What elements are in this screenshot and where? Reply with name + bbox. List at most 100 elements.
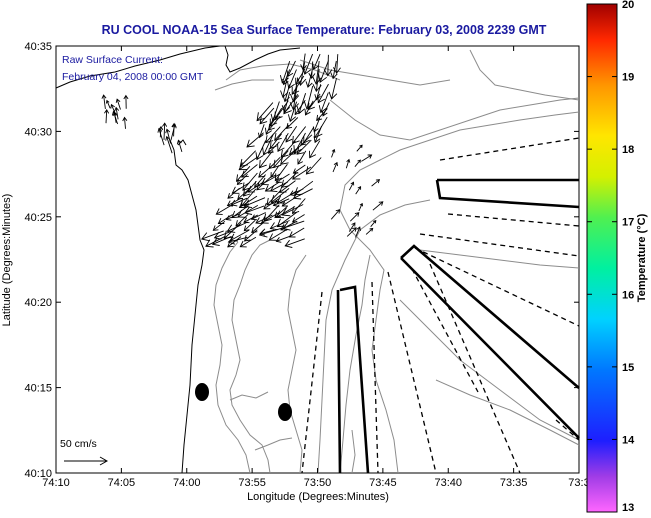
current-vector-head xyxy=(356,226,361,232)
current-vector xyxy=(354,159,361,167)
current-vector-head xyxy=(123,94,129,100)
current-vector-head xyxy=(333,161,338,167)
current-vector xyxy=(355,226,361,238)
current-vector-head xyxy=(294,187,303,196)
current-vector-head xyxy=(243,225,250,232)
current-vector xyxy=(116,99,121,110)
current-vector xyxy=(265,117,275,135)
colorbar-label: Temperature (°C) xyxy=(636,213,648,302)
current-vector-head xyxy=(372,219,377,224)
current-vector xyxy=(294,180,314,196)
current-vector xyxy=(266,189,282,206)
current-vector xyxy=(240,236,257,248)
contour-line xyxy=(213,241,251,474)
current-vector-head xyxy=(274,111,283,121)
current-vector xyxy=(166,129,172,144)
current-vector-head xyxy=(275,177,282,183)
current-vector-head xyxy=(227,192,234,199)
current-vector-head xyxy=(287,114,297,123)
current-vector xyxy=(286,117,299,129)
current-vector-head xyxy=(359,144,363,149)
current-vector xyxy=(170,124,176,141)
current-vector xyxy=(268,115,281,131)
current-vector xyxy=(268,141,280,154)
current-vector-head xyxy=(115,98,121,103)
current-vector-head xyxy=(375,179,381,184)
y-tick-label: 40:10 xyxy=(24,468,52,480)
current-vector-head xyxy=(277,143,285,153)
current-vector xyxy=(242,172,258,191)
current-vector-head xyxy=(162,122,168,127)
current-vector-head xyxy=(268,233,277,241)
current-vector-head xyxy=(215,208,223,215)
current-vector-head xyxy=(243,235,251,242)
current-vector xyxy=(274,124,290,141)
current-vector xyxy=(292,166,312,180)
current-vector-head xyxy=(237,209,247,218)
current-vector xyxy=(158,128,165,146)
current-vector-head xyxy=(258,160,267,169)
current-vector xyxy=(336,54,339,74)
current-vector-head xyxy=(176,139,182,145)
current-vector-head xyxy=(289,93,300,103)
contour-line xyxy=(229,239,271,474)
current-vector xyxy=(284,84,291,102)
current-vector xyxy=(291,75,305,95)
current-vector-head xyxy=(367,154,373,159)
current-vector xyxy=(358,203,363,212)
current-vector-head xyxy=(280,90,289,99)
current-vector-head xyxy=(323,69,333,77)
current-vector xyxy=(271,188,290,203)
current-vector-head xyxy=(296,147,305,155)
current-vector-head xyxy=(165,128,171,134)
colorbar-tick-label: 19 xyxy=(622,72,634,84)
current-vector xyxy=(276,206,296,218)
colorbar-tick-label: 16 xyxy=(622,289,634,301)
current-vector-head xyxy=(276,195,286,204)
colorbar-gradient xyxy=(586,3,618,513)
current-vector-head xyxy=(314,94,321,101)
current-vector xyxy=(243,219,256,232)
current-vector xyxy=(371,179,380,187)
annotation-line-2: February 04, 2008 00:00 GMT xyxy=(62,71,204,83)
contour-line xyxy=(351,429,356,474)
current-vector xyxy=(201,230,224,240)
current-vector-head xyxy=(274,211,281,219)
current-vector-head xyxy=(352,227,357,232)
current-vector-head xyxy=(308,72,316,80)
current-vector-head xyxy=(251,226,258,234)
current-vector-head xyxy=(101,94,107,99)
current-vector-head xyxy=(260,177,269,186)
current-vector xyxy=(282,77,288,98)
current-vector xyxy=(281,204,304,216)
current-vector-head xyxy=(292,135,300,144)
contour-line xyxy=(469,49,580,101)
current-vector-head xyxy=(314,129,323,139)
current-vector xyxy=(270,220,290,229)
current-vector xyxy=(274,100,289,120)
colorbar-tick-label: 20 xyxy=(622,0,634,11)
current-vector xyxy=(280,140,296,158)
current-vector xyxy=(289,227,305,238)
current-vector-head xyxy=(283,105,292,115)
current-vector-head xyxy=(317,95,326,104)
current-vector-head xyxy=(294,108,302,116)
current-vector xyxy=(259,227,282,236)
current-vector xyxy=(159,126,162,138)
current-vector xyxy=(309,140,321,158)
current-vector xyxy=(163,123,166,140)
current-vector xyxy=(258,164,273,178)
current-vector-head xyxy=(280,149,289,158)
radial-line xyxy=(429,263,521,474)
current-vector xyxy=(241,188,257,207)
current-vector-head xyxy=(272,200,280,207)
current-vector xyxy=(349,212,360,222)
current-vector-head xyxy=(105,99,110,104)
current-vector-head xyxy=(238,200,247,208)
current-vector xyxy=(251,212,266,220)
current-vector xyxy=(259,150,274,168)
current-vector-head xyxy=(378,201,384,206)
contour-line xyxy=(329,97,580,141)
y-tick-label: 40:35 xyxy=(24,41,52,53)
current-vector-head xyxy=(288,231,296,238)
